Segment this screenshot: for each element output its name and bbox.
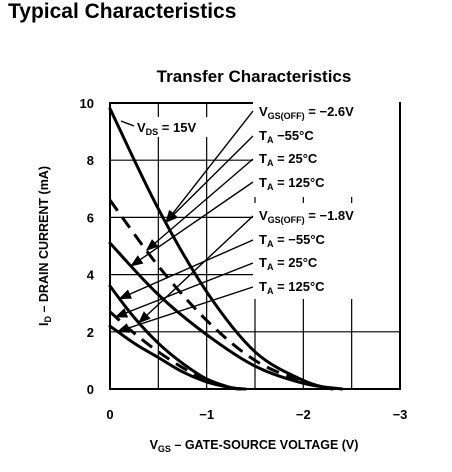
group-1-ta-label-3: TA = 125°C: [259, 175, 325, 192]
curve-group-1-series-1: [108, 107, 334, 391]
x-axis-label: VGS – GATE-SOURCE VOLTAGE (V): [150, 438, 359, 454]
x-tick-label: −3: [393, 407, 408, 422]
y-tick-label: 0: [87, 382, 94, 397]
condition-label: VDS = 15V: [137, 120, 196, 137]
condition-leader: [120, 120, 135, 127]
y-tick-label: 2: [87, 325, 94, 340]
y-axis-label: ID – DRAIN CURRENT (mA): [37, 166, 53, 326]
group-2-ta-label-3: TA = 125°C: [259, 279, 325, 296]
x-tick-label: −2: [296, 407, 311, 422]
curve-group-2-series-3: [108, 324, 247, 391]
leader-arrow: [145, 158, 254, 252]
x-tick-label: −1: [199, 407, 214, 422]
leader-arrow: [165, 135, 254, 223]
group-1-ta-label-1: TA −55°C: [259, 128, 314, 145]
page-heading: Typical Characteristics: [8, 0, 237, 23]
y-tick-label: 10: [80, 96, 94, 111]
y-tick-label: 6: [87, 210, 94, 225]
group-1-label-box: [253, 99, 399, 197]
group-1-ta-label-2: TA = 25°C: [259, 151, 318, 168]
leader-arrow: [130, 181, 254, 267]
arrow-layer: [114, 110, 254, 333]
tick-layer: 0 2 4 6 8 10 0 −1 −2 −3: [80, 96, 408, 422]
leader-arrow: [116, 286, 254, 333]
group-2-label-box: [253, 203, 399, 299]
leader-arrow: [138, 215, 254, 324]
group-2-ta-label-2: TA = 25°C: [259, 255, 318, 272]
group-2-vgs-off-label: VGS(OFF) = −1.8V: [259, 208, 354, 225]
group-1-vgs-off-label: VGS(OFF) = −2.6V: [259, 104, 354, 121]
x-tick-label: 0: [106, 407, 113, 422]
group-2-ta-label-1: TA = −55°C: [259, 232, 326, 249]
y-tick-label: 4: [87, 268, 95, 283]
leader-arrow: [165, 110, 254, 224]
chart-title: Transfer Characteristics: [157, 67, 352, 86]
curve-group-2-series-2: [108, 310, 241, 391]
y-tick-label: 8: [87, 153, 94, 168]
curve-group-2-series-1: [108, 284, 242, 391]
condition-label-bg: [134, 117, 220, 137]
curve-group-1-series-2: [108, 199, 333, 391]
leader-arrow: [114, 262, 254, 318]
leader-arrow: [118, 239, 254, 300]
